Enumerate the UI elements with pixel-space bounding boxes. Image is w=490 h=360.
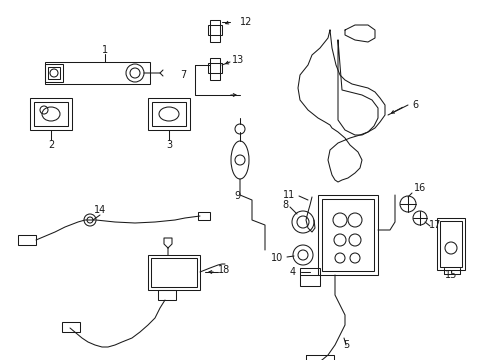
Bar xyxy=(208,25,222,35)
Bar xyxy=(45,62,150,84)
Text: 9: 9 xyxy=(234,191,240,201)
Bar xyxy=(30,98,72,130)
Text: 17: 17 xyxy=(429,220,441,230)
Bar xyxy=(45,64,63,82)
Text: 14: 14 xyxy=(94,205,106,215)
Text: 13: 13 xyxy=(232,55,244,65)
Text: 3: 3 xyxy=(166,140,172,150)
Bar xyxy=(322,199,374,271)
Text: 12: 12 xyxy=(240,17,252,27)
Text: 7: 7 xyxy=(180,70,186,80)
Bar xyxy=(62,322,80,332)
Bar xyxy=(306,355,334,360)
Bar xyxy=(152,102,186,126)
Bar xyxy=(34,102,68,126)
Bar xyxy=(148,255,200,290)
Text: 10: 10 xyxy=(271,253,283,263)
Text: 1: 1 xyxy=(102,45,108,55)
Bar xyxy=(440,221,462,267)
Bar xyxy=(18,235,36,245)
Text: 15: 15 xyxy=(445,270,457,280)
Bar xyxy=(148,98,190,130)
Bar xyxy=(151,258,197,287)
Bar xyxy=(210,20,220,42)
Text: 8: 8 xyxy=(282,200,288,210)
Text: 5: 5 xyxy=(343,340,349,350)
Bar xyxy=(300,268,320,286)
Bar xyxy=(198,212,210,220)
Bar xyxy=(208,63,222,73)
Text: 2: 2 xyxy=(48,140,54,150)
Text: 11: 11 xyxy=(283,190,295,200)
Bar xyxy=(48,67,60,79)
Bar xyxy=(158,290,176,300)
Text: 4: 4 xyxy=(290,267,296,277)
Text: 16: 16 xyxy=(414,183,426,193)
Bar xyxy=(318,195,378,275)
Bar xyxy=(437,218,465,270)
Bar xyxy=(210,58,220,80)
Text: 6: 6 xyxy=(412,100,418,110)
Text: 18: 18 xyxy=(218,265,230,275)
